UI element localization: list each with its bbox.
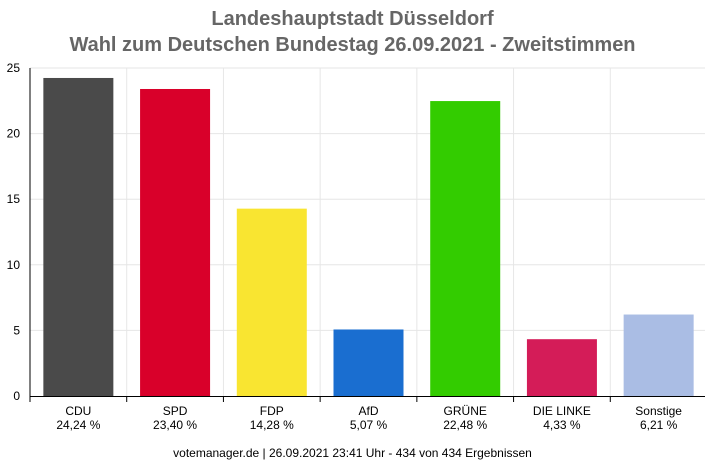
y-tick-label: 10	[7, 258, 21, 272]
y-tick-label: 20	[7, 127, 21, 141]
data-label: 22,48 %	[443, 418, 487, 432]
x-tick-label: DIE LINKE	[533, 404, 591, 418]
x-tick-label: CDU	[65, 404, 91, 418]
x-tick-label: FDP	[260, 404, 284, 418]
data-label: 23,40 %	[153, 418, 197, 432]
data-label: 24,24 %	[56, 418, 100, 432]
y-tick-label: 15	[7, 192, 21, 206]
bar-afd	[333, 329, 404, 396]
x-tick-label: SPD	[163, 404, 188, 418]
chart-subtitle: Wahl zum Deutschen Bundestag 26.09.2021 …	[69, 34, 636, 56]
bar-spd	[140, 88, 211, 396]
bar-cdu	[43, 77, 114, 397]
y-tick-label: 0	[13, 389, 20, 403]
x-tick-label: Sonstige	[635, 404, 682, 418]
data-label: 4,33 %	[543, 418, 581, 432]
x-tick-label: GRÜNE	[444, 404, 487, 418]
bar-gr-ne	[430, 101, 501, 396]
bar-layer	[43, 77, 694, 397]
footer-source: votemanager.de | 26.09.2021 23:41 Uhr - …	[173, 446, 532, 460]
data-label: 6,21 %	[640, 418, 678, 432]
bar-die-linke	[526, 339, 597, 396]
data-label: 5,07 %	[350, 418, 388, 432]
bar-sonstige	[623, 314, 694, 396]
bar-fdp	[236, 208, 307, 396]
data-label: 14,28 %	[250, 418, 294, 432]
axis-layer	[29, 68, 705, 402]
y-tick-label: 5	[13, 323, 20, 337]
x-tick-label: AfD	[358, 404, 378, 418]
chart-title: Landeshauptstadt Düsseldorf	[211, 8, 494, 30]
y-tick-label: 25	[7, 61, 21, 75]
